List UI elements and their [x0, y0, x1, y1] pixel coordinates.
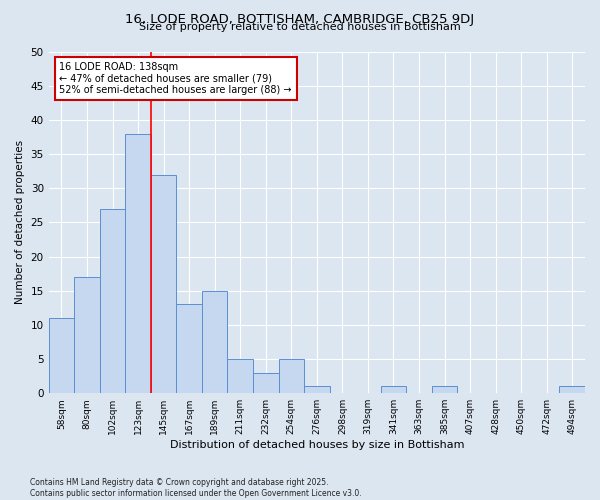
Bar — [253, 372, 278, 393]
Bar — [278, 359, 304, 393]
Text: 16 LODE ROAD: 138sqm
← 47% of detached houses are smaller (79)
52% of semi-detac: 16 LODE ROAD: 138sqm ← 47% of detached h… — [59, 62, 292, 95]
Bar — [559, 386, 585, 393]
Bar — [100, 208, 125, 393]
X-axis label: Distribution of detached houses by size in Bottisham: Distribution of detached houses by size … — [170, 440, 464, 450]
Bar — [49, 318, 74, 393]
Text: Size of property relative to detached houses in Bottisham: Size of property relative to detached ho… — [139, 22, 461, 32]
Y-axis label: Number of detached properties: Number of detached properties — [15, 140, 25, 304]
Bar — [202, 290, 227, 393]
Text: 16, LODE ROAD, BOTTISHAM, CAMBRIDGE, CB25 9DJ: 16, LODE ROAD, BOTTISHAM, CAMBRIDGE, CB2… — [125, 12, 475, 26]
Bar — [304, 386, 329, 393]
Bar — [125, 134, 151, 393]
Bar — [176, 304, 202, 393]
Bar — [380, 386, 406, 393]
Bar — [74, 277, 100, 393]
Bar — [151, 174, 176, 393]
Text: Contains HM Land Registry data © Crown copyright and database right 2025.
Contai: Contains HM Land Registry data © Crown c… — [30, 478, 362, 498]
Bar — [227, 359, 253, 393]
Bar — [432, 386, 457, 393]
